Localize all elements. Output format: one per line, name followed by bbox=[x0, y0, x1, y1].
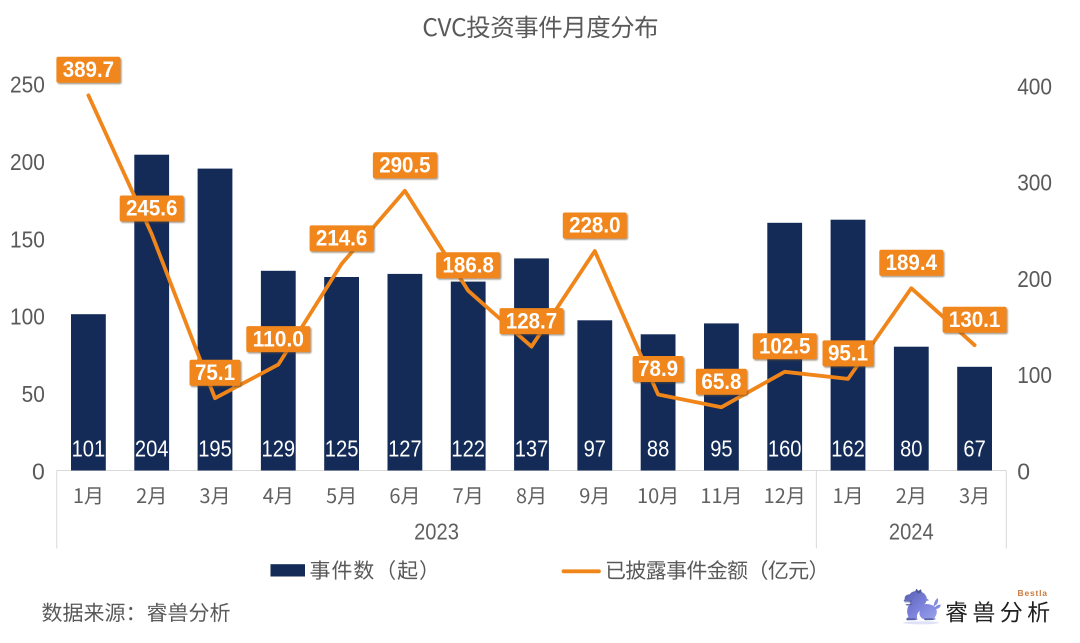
svg-text:150: 150 bbox=[10, 226, 45, 252]
svg-text:2024: 2024 bbox=[889, 518, 934, 544]
svg-text:78.9: 78.9 bbox=[638, 356, 678, 381]
svg-text:Bestla: Bestla bbox=[1018, 588, 1048, 598]
svg-text:88: 88 bbox=[647, 436, 669, 462]
svg-text:195: 195 bbox=[198, 436, 232, 462]
svg-text:160: 160 bbox=[768, 436, 802, 462]
svg-text:214.6: 214.6 bbox=[316, 226, 367, 251]
svg-text:128.7: 128.7 bbox=[506, 308, 557, 333]
svg-text:162: 162 bbox=[831, 436, 865, 462]
svg-text:95.1: 95.1 bbox=[828, 341, 868, 366]
svg-text:290.5: 290.5 bbox=[379, 153, 430, 178]
svg-text:75.1: 75.1 bbox=[195, 360, 235, 385]
svg-text:228.0: 228.0 bbox=[569, 213, 620, 238]
svg-text:200: 200 bbox=[1017, 266, 1052, 292]
svg-text:97: 97 bbox=[584, 436, 606, 462]
svg-text:125: 125 bbox=[325, 436, 359, 462]
svg-text:65.8: 65.8 bbox=[701, 369, 741, 394]
svg-text:101: 101 bbox=[72, 436, 106, 462]
svg-text:0: 0 bbox=[32, 459, 45, 485]
svg-text:300: 300 bbox=[1017, 170, 1052, 196]
svg-text:100: 100 bbox=[1017, 362, 1052, 388]
svg-text:200: 200 bbox=[10, 149, 45, 175]
svg-text:204: 204 bbox=[135, 436, 169, 462]
svg-text:189.4: 189.4 bbox=[886, 250, 938, 275]
svg-text:137: 137 bbox=[515, 436, 549, 462]
svg-text:95: 95 bbox=[710, 436, 732, 462]
svg-text:129: 129 bbox=[262, 436, 296, 462]
svg-text:245.6: 245.6 bbox=[126, 196, 177, 221]
svg-text:122: 122 bbox=[451, 436, 485, 462]
svg-text:67: 67 bbox=[963, 436, 985, 462]
svg-text:127: 127 bbox=[388, 436, 422, 462]
svg-text:186.8: 186.8 bbox=[443, 252, 494, 277]
svg-text:0: 0 bbox=[1017, 459, 1030, 485]
svg-text:50: 50 bbox=[22, 381, 45, 407]
svg-text:130.1: 130.1 bbox=[949, 307, 1000, 332]
svg-text:100: 100 bbox=[10, 304, 45, 330]
svg-text:80: 80 bbox=[900, 436, 922, 462]
svg-text:110.0: 110.0 bbox=[253, 326, 304, 351]
svg-text:2023: 2023 bbox=[414, 518, 459, 544]
svg-text:250: 250 bbox=[10, 72, 45, 98]
svg-text:389.7: 389.7 bbox=[63, 57, 114, 82]
svg-text:102.5: 102.5 bbox=[759, 334, 810, 359]
svg-text:400: 400 bbox=[1017, 73, 1052, 99]
